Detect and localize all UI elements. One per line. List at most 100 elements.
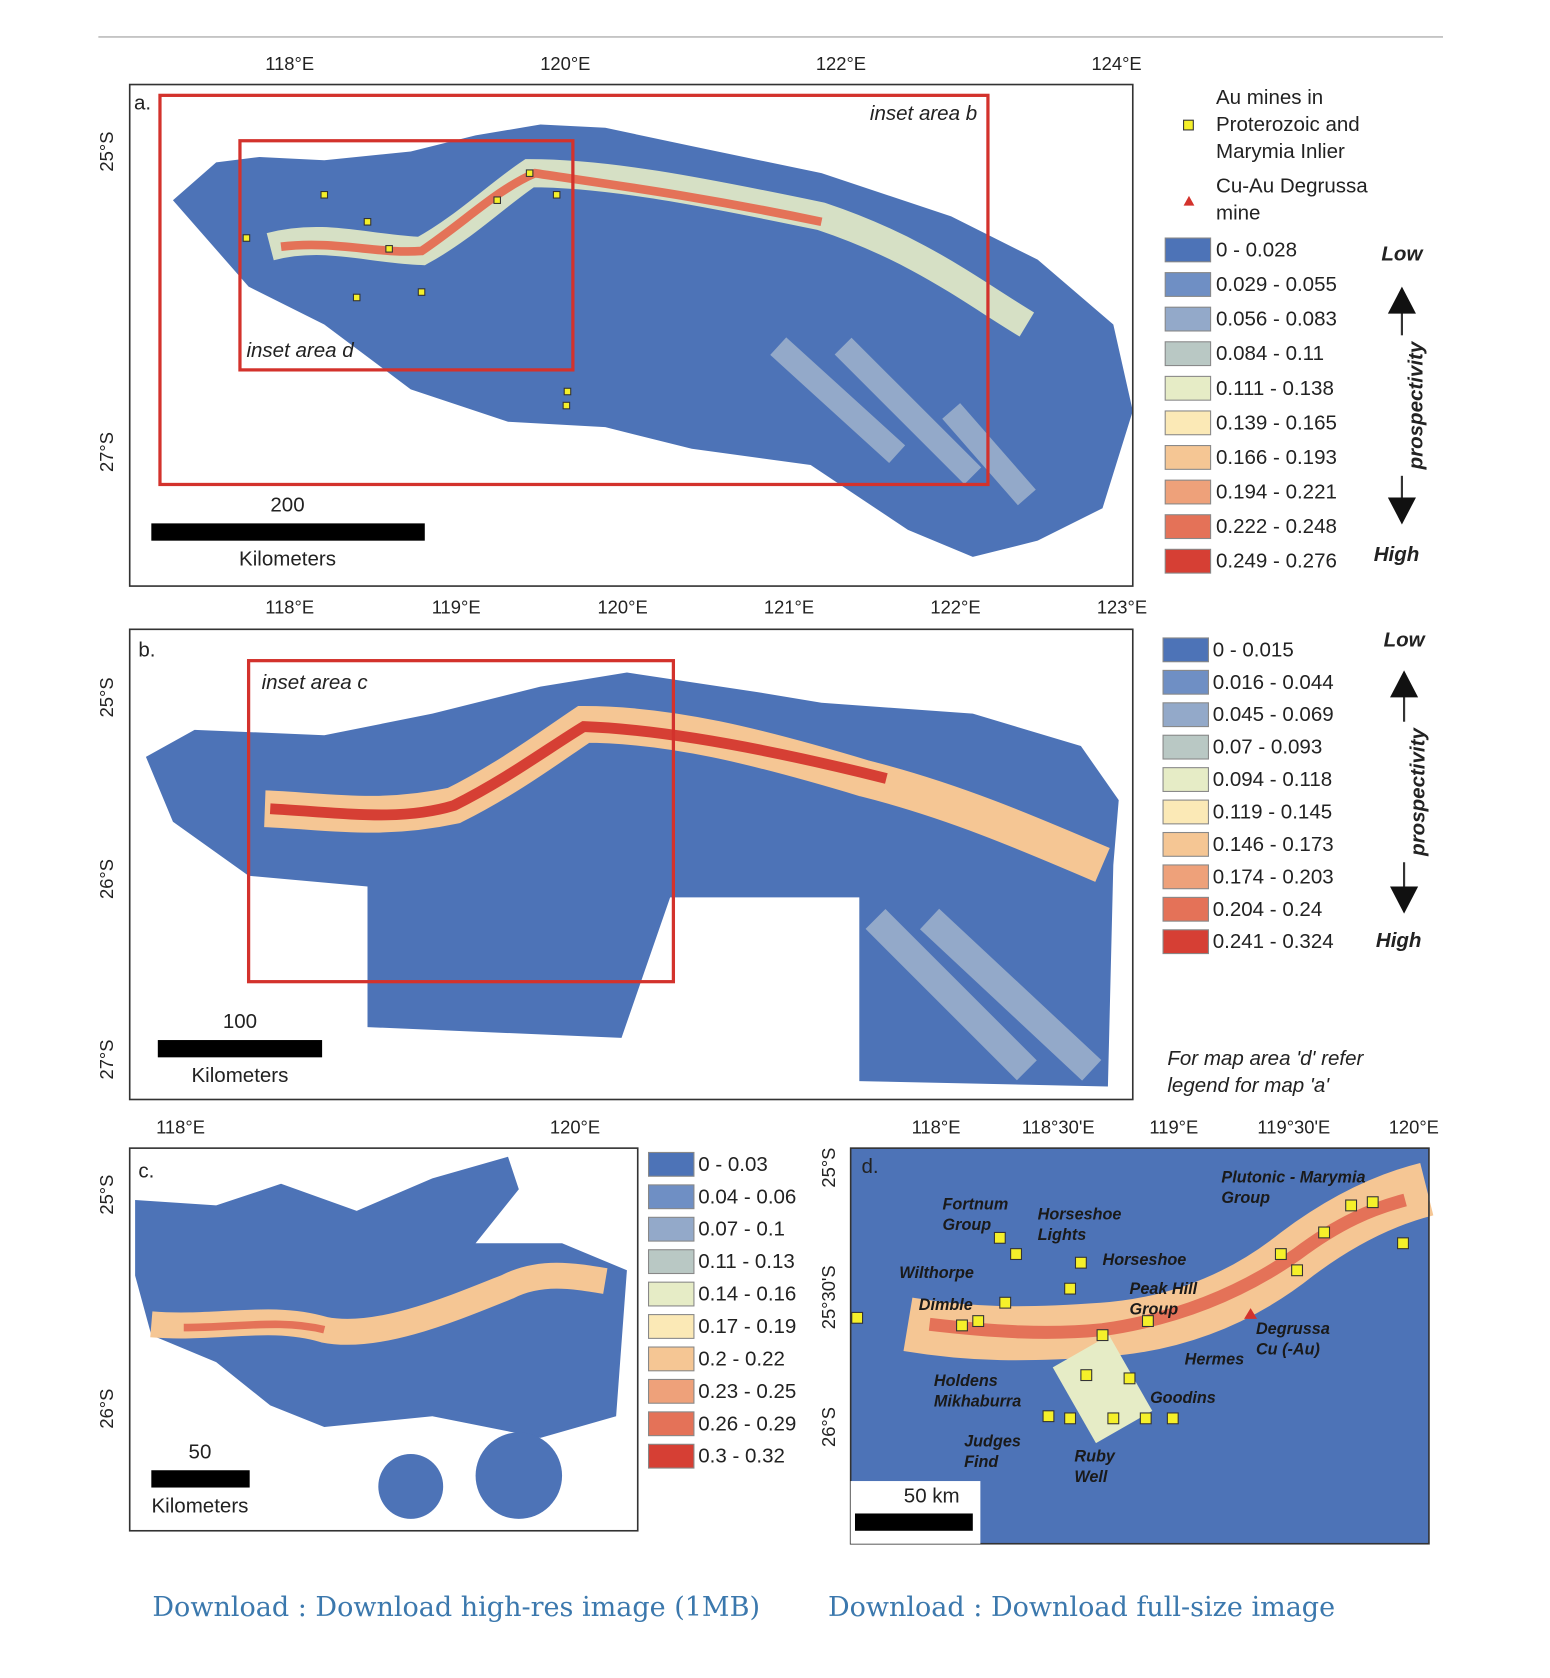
download-link[interactable]: Download : Download full-size image (828, 1592, 1335, 1623)
legend-swatch (647, 1411, 695, 1437)
mine-marker (993, 1231, 1006, 1244)
mine-marker (1064, 1412, 1077, 1425)
site-label: Lights (1038, 1226, 1087, 1244)
legend-swatch (1164, 548, 1212, 574)
legend-class: 0.26 - 0.29 (698, 1412, 796, 1435)
mine-marker (1141, 1315, 1154, 1328)
legend-class: 0.04 - 0.06 (698, 1185, 796, 1208)
y-tick-label: 26°S (96, 1389, 117, 1429)
inset-box-c (246, 659, 676, 984)
legend-swatch (647, 1281, 695, 1307)
y-tick-label: 25°S (96, 132, 117, 172)
high-label: High (1376, 929, 1422, 952)
legend-swatch (647, 1443, 695, 1469)
mine-marker (1397, 1237, 1409, 1250)
legend-swatch (1162, 799, 1209, 825)
legend-swatch (1164, 410, 1212, 436)
x-tick-label: 120°E (540, 53, 590, 74)
mine-marker (385, 245, 393, 253)
x-tick-label: 118°30'E (1022, 1117, 1095, 1138)
legend-swatch (1162, 896, 1209, 922)
scale-value: 100 (223, 1010, 257, 1033)
legend-swatch (647, 1346, 695, 1372)
legend-swatch (647, 1378, 695, 1404)
scale-value: 200 (270, 494, 304, 517)
frame-d (849, 1147, 1430, 1545)
legend-swatch (647, 1151, 695, 1177)
site-label: Dimble (919, 1296, 973, 1314)
site-label: Horseshoe (1103, 1251, 1187, 1269)
x-tick-label: 122°E (816, 53, 866, 74)
y-tick-label: 25°S (96, 1175, 117, 1215)
legend-class: 0.056 - 0.083 (1216, 308, 1337, 331)
site-label: Ruby (1074, 1448, 1115, 1466)
legend-class: 0.3 - 0.32 (698, 1445, 785, 1468)
frame-c (128, 1147, 639, 1532)
frame-b (128, 628, 1134, 1101)
legend-swatch (647, 1184, 695, 1210)
legend-class: 0.139 - 0.165 (1216, 411, 1337, 434)
legend-class: 0.084 - 0.11 (1216, 342, 1324, 365)
y-tick-label: 27°S (96, 1039, 117, 1079)
mine-marker (1166, 1412, 1179, 1425)
mine-marker (1010, 1248, 1022, 1261)
scale-value: 50 (189, 1440, 212, 1463)
mine-marker (242, 234, 251, 242)
mine-marker (1274, 1248, 1287, 1261)
legend-class: 0.094 - 0.118 (1213, 768, 1332, 791)
panel-label: b. (138, 638, 155, 661)
mine-marker (1096, 1329, 1109, 1342)
x-tick-label: 118°E (265, 597, 314, 618)
legend-swatch (1162, 734, 1209, 760)
mine-marker (999, 1296, 1012, 1309)
legend-swatch (1162, 702, 1209, 728)
site-label: Goodins (1150, 1389, 1216, 1407)
mine-marker (972, 1315, 985, 1328)
site-label: Horseshoe (1038, 1205, 1122, 1223)
inset-label: inset area d (246, 339, 354, 362)
x-tick-label: 123°E (1097, 597, 1147, 618)
mine-marker (1042, 1410, 1055, 1423)
inset-label: inset area c (262, 671, 369, 694)
mine-marker (525, 169, 534, 177)
site-label: Find (964, 1453, 999, 1471)
legend-class: 0.119 - 0.145 (1213, 800, 1332, 823)
legend-class: 0.241 - 0.324 (1213, 930, 1334, 953)
site-label: Group (943, 1216, 992, 1234)
y-tick-label: 25°S (96, 677, 117, 717)
legend-class: 0.07 - 0.093 (1213, 736, 1323, 759)
site-label: Well (1074, 1468, 1108, 1486)
note: legend for map 'a' (1167, 1074, 1330, 1097)
legend-class: 0.222 - 0.248 (1216, 515, 1337, 538)
x-tick-label: 119°E (1149, 1117, 1198, 1138)
mine-marker (562, 401, 571, 410)
inset-box-b (158, 93, 990, 487)
legend-class: 0.016 - 0.044 (1213, 671, 1334, 694)
legend-swatch (1164, 514, 1212, 540)
legend-text: Proterozoic and (1216, 113, 1360, 136)
legend-swatch (1164, 272, 1212, 297)
legend-swatch (1164, 445, 1212, 470)
arrow-head (1387, 286, 1416, 314)
mine-marker (851, 1311, 864, 1324)
mine-marker (1080, 1369, 1093, 1382)
x-tick-label: 119°E (432, 597, 481, 618)
y-tick-label: 26°S (818, 1407, 839, 1447)
mine-marker (1345, 1199, 1358, 1212)
low-label: Low (1381, 243, 1424, 266)
x-tick-label: 120°E (550, 1117, 600, 1138)
legend-swatch (1164, 341, 1212, 367)
scale-unit: Kilometers (152, 1494, 249, 1517)
site-label: Group (1130, 1301, 1179, 1319)
legend-swatch (1162, 637, 1209, 663)
arrow-head (1390, 886, 1419, 914)
mine-marker (956, 1319, 968, 1332)
download-link[interactable]: Download : Download high-res image (1MB) (152, 1592, 760, 1623)
legend-swatch (1164, 375, 1212, 401)
x-tick-label: 118°E (912, 1117, 961, 1138)
legend-swatch (647, 1249, 695, 1275)
scale-unit: Kilometers (239, 548, 336, 571)
x-tick-label: 118°E (265, 53, 314, 74)
legend-class: 0.11 - 0.13 (698, 1250, 795, 1273)
